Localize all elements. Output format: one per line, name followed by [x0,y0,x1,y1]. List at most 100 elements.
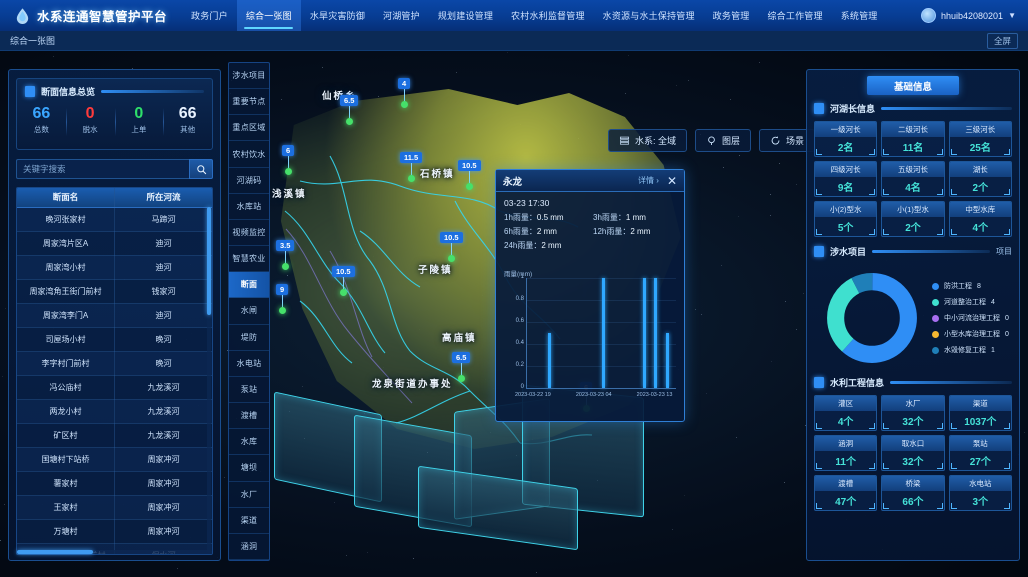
table-vertical-scrollbar[interactable] [207,207,211,553]
table-row[interactable]: 国塘村下站桥 周家冲河 [17,447,212,471]
map-marker-1[interactable]: 6.5 [340,95,358,125]
menu-item-15[interactable]: 塘坝 [229,455,269,481]
section-table[interactable]: 断面名 所在河流 晚河张家村 马蹄河 周家湾片区A 迪河 周家湾小村 迪河 周家湾角王街门前… [16,187,213,555]
map-marker-5[interactable]: 3.5 [276,240,294,270]
column-header-river[interactable]: 所在河流 [115,188,213,207]
search-input[interactable] [16,159,189,179]
fullscreen-button[interactable]: 全屏 [987,33,1018,49]
user-menu[interactable]: hhuib42080201 ▼ [921,8,1028,23]
menu-item-18[interactable]: 涵洞 [229,534,269,560]
table-row[interactable]: 薯家村 周家冲河 [17,471,212,495]
table-horizontal-scrollbar[interactable] [17,550,212,554]
nav-item-8[interactable]: 综合工作管理 [758,0,831,31]
nav-item-2[interactable]: 水旱灾害防御 [301,0,374,31]
menu-item-11[interactable]: 水电站 [229,351,269,377]
info-cell-2[interactable]: 渠道 1037个 [949,395,1012,431]
table-row[interactable]: 司屋场小村 晚河 [17,327,212,351]
table-row[interactable]: 周家湾角王街门前村 钱家河 [17,279,212,303]
menu-item-14[interactable]: 水库 [229,429,269,455]
menu-item-9[interactable]: 水闸 [229,298,269,324]
menu-item-10[interactable]: 堤防 [229,325,269,351]
map-marker-7[interactable]: 10.5 [332,266,355,296]
info-cell-0[interactable]: 灌区 4个 [814,395,877,431]
menu-item-7[interactable]: 智慧农业 [229,246,269,272]
map-marker-8[interactable]: 9 [276,284,288,314]
menu-item-6[interactable]: 视频监控 [229,220,269,246]
info-cell-5[interactable]: 湖长 2个 [949,161,1012,197]
close-icon[interactable]: ✕ [667,175,677,187]
menu-item-17[interactable]: 渠道 [229,508,269,534]
cell-label: 取水口 [882,436,943,451]
table-row[interactable]: 晚河张家村 马蹄河 [17,207,212,231]
table-row[interactable]: 冯公庙村 九龙溪河 [17,375,212,399]
map-marker-2[interactable]: 11.5 [400,152,422,182]
info-cell-6[interactable]: 渡槽 47个 [814,475,877,511]
map-marker-0[interactable]: 4 [398,78,410,108]
menu-item-label: 渠道 [241,515,258,526]
legend-item-1[interactable]: 河道整治工程 4 [932,297,1009,307]
table-row[interactable]: 周家湾李门A 迪河 [17,303,212,327]
table-row[interactable]: 李字村门前村 晚河 [17,351,212,375]
info-cell-8[interactable]: 水电站 3个 [949,475,1012,511]
nav-item-3[interactable]: 河湖管护 [374,0,429,31]
menu-item-4[interactable]: 河湖码 [229,168,269,194]
nav-item-9[interactable]: 系统管理 [832,0,887,31]
info-cell-4[interactable]: 五级河长 4名 [881,161,944,197]
popup-detail-link[interactable]: 详情 › [638,175,659,186]
popup-timestamp: 03-23 17:30 [504,198,676,208]
legend-item-3[interactable]: 小型水库治理工程 0 [932,329,1009,339]
table-row[interactable]: 周家湾小村 迪河 [17,255,212,279]
legend-item-2[interactable]: 中小河流治理工程 0 [932,313,1009,323]
cell-label: 水厂 [882,396,943,411]
menu-item-12[interactable]: 泵站 [229,377,269,403]
star [1024,432,1025,433]
map-marker-4[interactable]: 6 [282,145,294,175]
info-cell-2[interactable]: 三级河长 25名 [949,121,1012,157]
section-header-hydraulic: 水利工程信息 [814,376,1012,389]
map-marker-6[interactable]: 10.5 [440,232,463,262]
nav-item-0[interactable]: 政务门户 [182,0,237,31]
info-cell-6[interactable]: 小(2)型水 5个 [814,201,877,237]
map-marker-3[interactable]: 10.5 [458,160,481,190]
info-cell-5[interactable]: 泵站 27个 [949,435,1012,471]
map-tool-layers[interactable]: 图层 [695,129,751,152]
search-button[interactable] [189,159,213,179]
menu-item-13[interactable]: 渡槽 [229,403,269,429]
menu-item-3[interactable]: 农村饮水 [229,141,269,167]
legend-item-0[interactable]: 防洪工程 8 [932,281,1009,291]
info-cell-7[interactable]: 小(1)型水 2个 [881,201,944,237]
table-row[interactable]: 万塘村 周家冲河 [17,519,212,543]
menu-item-1[interactable]: 重要节点 [229,89,269,115]
scrollbar-thumb[interactable] [207,207,211,315]
column-header-name[interactable]: 断面名 [17,188,115,207]
table-row[interactable]: 矿区村 九龙溪河 [17,423,212,447]
menu-item-0[interactable]: 涉水项目 [229,63,269,89]
nav-item-7[interactable]: 政务管理 [704,0,759,31]
brand-title: 水系连通智慧管护平台 [37,6,167,25]
map-tool-water-system[interactable]: 水系: 全域 [608,129,687,152]
info-cell-4[interactable]: 取水口 32个 [881,435,944,471]
menu-item-16[interactable]: 水厂 [229,482,269,508]
nav-item-1[interactable]: 综合一张图 [237,0,301,31]
info-cell-7[interactable]: 桥梁 66个 [881,475,944,511]
info-cell-3[interactable]: 涵洞 11个 [814,435,877,471]
info-cell-1[interactable]: 水厂 32个 [881,395,944,431]
nav-item-4[interactable]: 规划建设管理 [429,0,502,31]
info-cell-8[interactable]: 中型水库 4个 [949,201,1012,237]
menu-item-8[interactable]: 断面 [229,272,269,298]
scrollbar-thumb[interactable] [17,550,93,554]
map-marker-9[interactable]: 6.5 [452,352,470,382]
info-cell-3[interactable]: 四级河长 9名 [814,161,877,197]
nav-item-6[interactable]: 水资源与水土保持管理 [594,0,704,31]
info-cell-0[interactable]: 一级河长 2名 [814,121,877,157]
menu-item-5[interactable]: 水库站 [229,194,269,220]
refresh-icon [770,135,781,146]
table-row[interactable]: 王家村 周家冲河 [17,495,212,519]
menu-item-2[interactable]: 重点区域 [229,115,269,141]
table-row[interactable]: 两龙小村 九龙溪河 [17,399,212,423]
nav-item-5[interactable]: 农村水利监督管理 [502,0,594,31]
legend-item-4[interactable]: 水毁修复工程 1 [932,345,1009,355]
table-row[interactable]: 周家湾片区A 迪河 [17,231,212,255]
cell-name: 冯公庙村 [17,375,115,399]
info-cell-1[interactable]: 二级河长 11名 [881,121,944,157]
